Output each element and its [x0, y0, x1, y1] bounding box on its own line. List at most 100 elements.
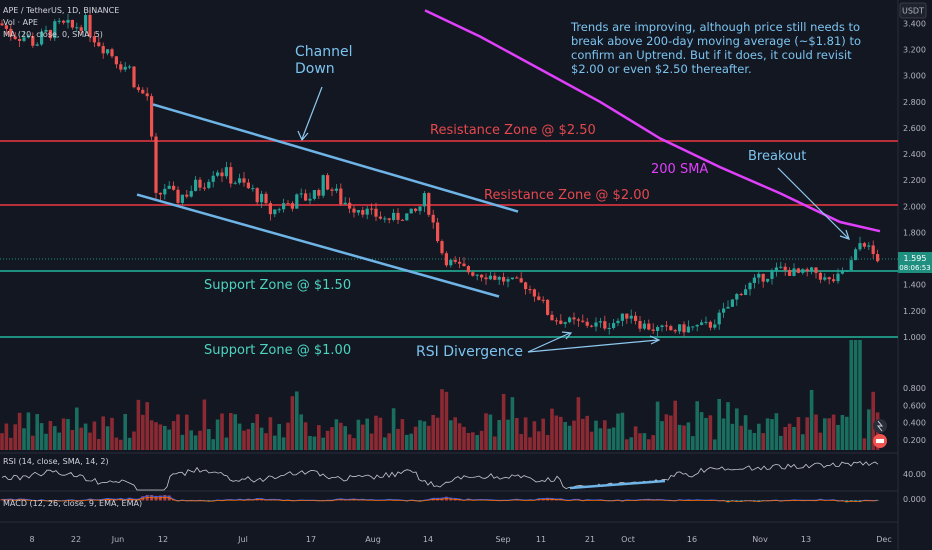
- volume-bar: [352, 438, 356, 450]
- volume-bar: [167, 429, 171, 450]
- volume-bar: [4, 423, 9, 450]
- candle-body: [202, 187, 206, 189]
- volume-bar: [158, 424, 163, 450]
- volume-bar: [286, 422, 290, 450]
- volume-bar: [193, 435, 198, 450]
- volume-bar: [814, 414, 818, 450]
- candle-body: [686, 326, 690, 333]
- volume-bar: [695, 401, 699, 450]
- candle-body: [761, 273, 765, 282]
- volume-bar: [836, 424, 840, 450]
- volume-bar: [83, 423, 88, 450]
- volume-bar: [559, 416, 563, 450]
- sma-200-line: [424, 9, 881, 233]
- price-tick: 1.800: [903, 228, 926, 237]
- candle-body: [97, 42, 101, 47]
- volume-bar: [435, 417, 440, 450]
- note-line-2: break above 200-day moving average (~$1.…: [571, 34, 861, 48]
- volume-bar: [44, 433, 48, 450]
- candle-body: [805, 269, 809, 272]
- candle-body: [378, 216, 382, 219]
- volume-bar: [603, 420, 607, 450]
- volume-bar: [101, 416, 105, 450]
- channel-upper-line: [152, 103, 519, 213]
- volume-tick: 0.600: [903, 401, 926, 410]
- volume-bar: [611, 427, 616, 450]
- currency-badge[interactable]: USDT: [899, 2, 927, 19]
- volume-bar: [862, 438, 867, 450]
- rsi-divergence-label: RSI Divergence: [416, 344, 523, 360]
- volume-bar: [347, 434, 352, 450]
- volume-bar: [176, 414, 180, 450]
- rsi-tick: 40.00: [903, 470, 926, 479]
- volume-bar: [431, 414, 435, 450]
- candle-body: [453, 259, 457, 262]
- volume-bar: [493, 436, 497, 450]
- candle-body: [198, 179, 202, 188]
- candle-body: [387, 218, 391, 220]
- ma-legend: MA (20, close, 0, SMA, 5): [3, 30, 103, 39]
- candle-body: [352, 208, 356, 213]
- volume-bar: [356, 419, 361, 450]
- volume-bar: [255, 414, 259, 450]
- candle-body: [625, 313, 629, 319]
- volume-bar: [145, 402, 149, 450]
- candle-body: [396, 212, 400, 220]
- candle-body: [612, 323, 616, 328]
- candle-body: [506, 279, 510, 282]
- candle-body: [361, 210, 365, 215]
- volume-bar: [413, 426, 418, 450]
- volume-bar: [330, 427, 334, 450]
- candle-body: [189, 190, 193, 197]
- candle-body: [264, 193, 268, 204]
- candle-body: [660, 325, 664, 328]
- volume-bar: [427, 425, 431, 450]
- volume-bar: [391, 408, 396, 450]
- volume-bar: [211, 439, 215, 450]
- replay-icon[interactable]: [873, 419, 887, 433]
- candle-body: [317, 190, 321, 196]
- time-tick: Jul: [237, 535, 248, 544]
- time-tick: Oct: [621, 535, 635, 544]
- candle-body: [277, 209, 281, 211]
- volume-bar: [202, 399, 207, 450]
- volume-bar: [123, 413, 127, 450]
- analysis-note: Trends are improving, although price sti…: [570, 20, 861, 76]
- volume-bar: [831, 414, 836, 450]
- volume-bar: [673, 400, 677, 450]
- candle-body: [854, 249, 858, 261]
- volume-bar: [295, 391, 299, 450]
- channel-label-2: Down: [295, 61, 335, 77]
- price-tick: 2.400: [903, 150, 926, 159]
- volume-bar: [449, 420, 453, 450]
- candle-body: [31, 35, 35, 46]
- candle-body: [35, 44, 39, 46]
- volume-bar: [647, 439, 651, 450]
- volume-bar: [585, 415, 589, 450]
- candlesticks: [0, 9, 880, 338]
- volume-bar: [488, 414, 493, 450]
- candle-body: [497, 276, 501, 280]
- volume-bar: [796, 417, 801, 450]
- time-tick: 16: [687, 535, 697, 544]
- volume-bar: [48, 420, 53, 450]
- candle-body: [827, 277, 831, 280]
- volume-bar: [735, 408, 739, 450]
- candle-body: [541, 299, 545, 301]
- volume-bar: [57, 432, 61, 450]
- candle-body: [585, 321, 589, 326]
- candle-body: [145, 93, 149, 97]
- volume-bar: [871, 391, 875, 450]
- candle-body: [568, 317, 572, 323]
- candle-body: [752, 277, 756, 283]
- alert-icon[interactable]: [873, 434, 887, 448]
- time-tick: Aug: [365, 535, 381, 544]
- candle-body: [744, 289, 748, 295]
- time-tick: 14: [423, 535, 433, 544]
- time-tick: 11: [536, 535, 546, 544]
- volume-bar: [26, 412, 31, 450]
- candle-body: [713, 324, 717, 328]
- volume-bar: [79, 427, 83, 450]
- candle-body: [141, 89, 145, 94]
- candle-body: [185, 194, 189, 197]
